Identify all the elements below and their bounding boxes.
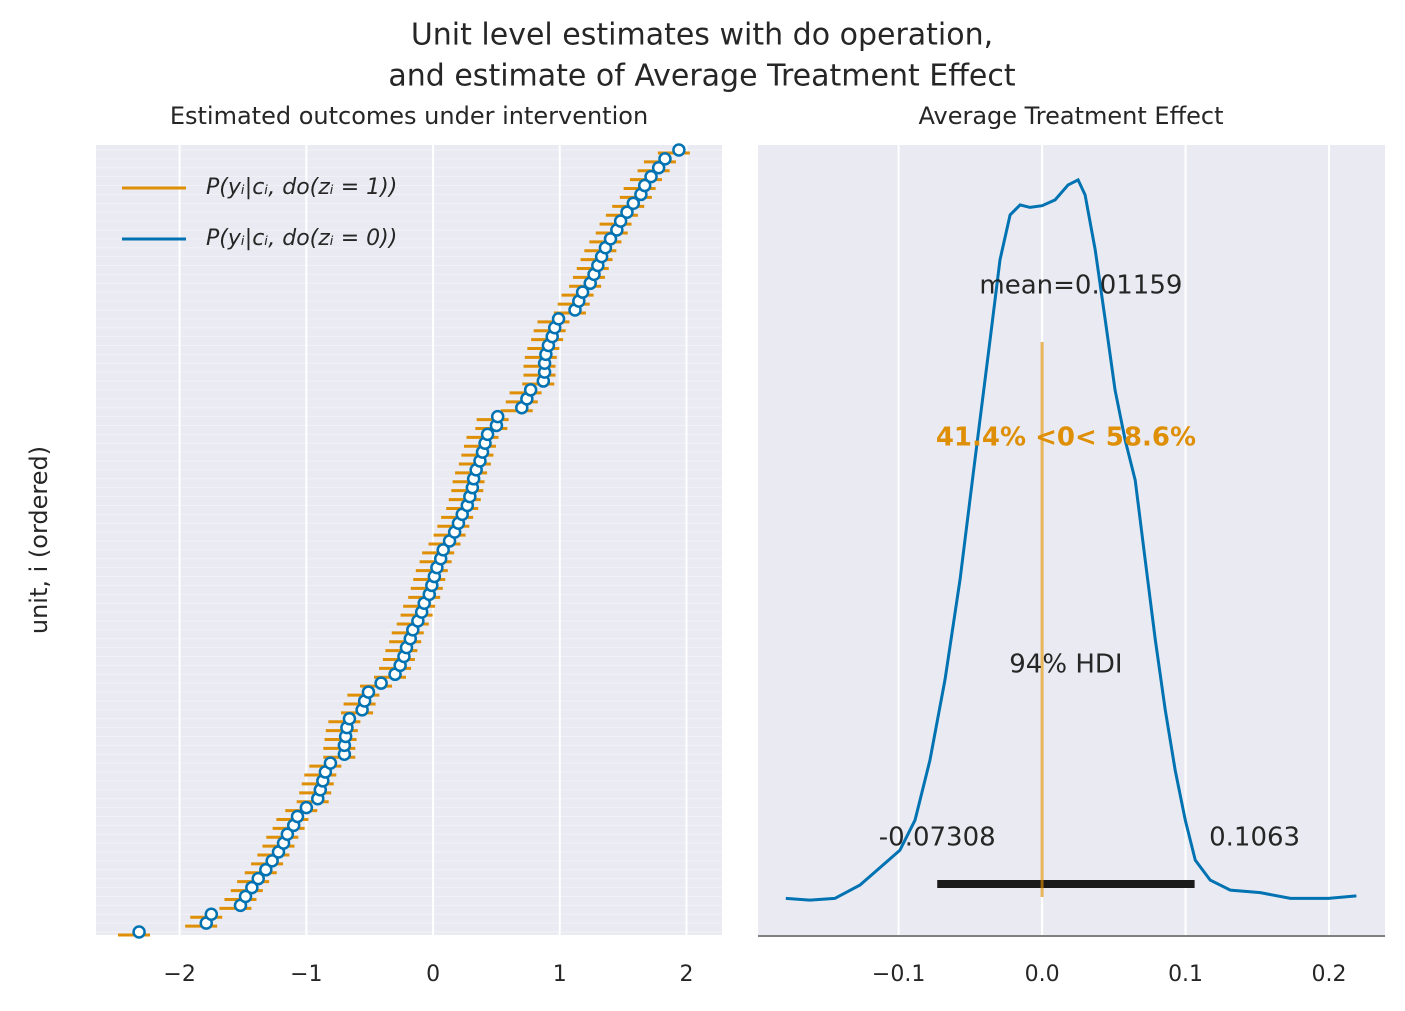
x-tick-label: 0.2 xyxy=(1312,962,1347,987)
estimate-blue xyxy=(651,161,666,175)
estimate-blue xyxy=(132,925,146,939)
mean-label: mean=0.01159 xyxy=(979,271,1182,301)
left-plot-area xyxy=(96,145,722,935)
x-tick-label: 2 xyxy=(680,962,694,987)
hdi-low-label: -0.07308 xyxy=(879,823,996,853)
suptitle: Unit level estimates with do operation, xyxy=(411,18,993,53)
estimate-blue xyxy=(251,871,265,886)
estimate-blue xyxy=(299,800,314,815)
x-tick-label: 0.1 xyxy=(1168,962,1203,987)
density-curve xyxy=(785,177,1357,902)
estimate-blue xyxy=(575,285,590,299)
subplot-title: Average Treatment Effect xyxy=(918,102,1223,130)
suptitle: and estimate of Average Treatment Effect xyxy=(388,59,1015,94)
x-tick-label: 0.0 xyxy=(1025,962,1060,987)
estimate-blue xyxy=(603,232,618,246)
y-axis-label: unit, i (ordered) xyxy=(25,446,53,634)
estimate-blue xyxy=(658,152,672,166)
estimate-blue xyxy=(361,685,376,699)
x-tick-label: −0.1 xyxy=(872,962,925,987)
legend-label: P(yᵢ|cᵢ, do(zᵢ = 1)) xyxy=(206,175,397,200)
estimate-blue xyxy=(290,809,305,824)
estimate-blue xyxy=(265,854,279,868)
estimate-blue xyxy=(323,756,338,770)
estimate-blue xyxy=(342,711,357,726)
estimate-blue xyxy=(637,178,652,193)
estimate-blue xyxy=(259,863,273,877)
x-tick-label: 0 xyxy=(426,962,440,987)
estimate-blue xyxy=(620,205,634,219)
estimate-blue xyxy=(480,427,495,442)
hdi-high-label: 0.1063 xyxy=(1209,823,1300,853)
estimate-blue xyxy=(204,907,219,921)
estimate-blue xyxy=(523,383,538,397)
estimate-blue xyxy=(436,543,450,557)
estimate-blue xyxy=(374,676,388,690)
right-plot-area xyxy=(758,145,1385,935)
estimate-blue xyxy=(551,312,566,326)
estimate-blue xyxy=(626,196,641,211)
estimate-blue xyxy=(644,169,658,184)
estimate-blue xyxy=(490,409,505,424)
estimate-blue xyxy=(245,880,259,895)
x-tick-label: −2 xyxy=(163,962,195,987)
estimate-blue xyxy=(280,827,295,841)
hdi-label: 94% HDI xyxy=(1009,650,1122,680)
estimate-blue xyxy=(613,214,628,228)
x-tick-label: −1 xyxy=(290,962,322,987)
ref-label: 41.4% <0< 58.6% xyxy=(936,423,1196,453)
estimate-blue xyxy=(672,143,686,157)
estimate-blue xyxy=(238,889,253,904)
subplot-title: Estimated outcomes under intervention xyxy=(170,102,648,130)
x-tick-label: 1 xyxy=(553,962,567,987)
legend-label: P(yᵢ|cᵢ, do(zᵢ = 0)) xyxy=(206,226,397,251)
